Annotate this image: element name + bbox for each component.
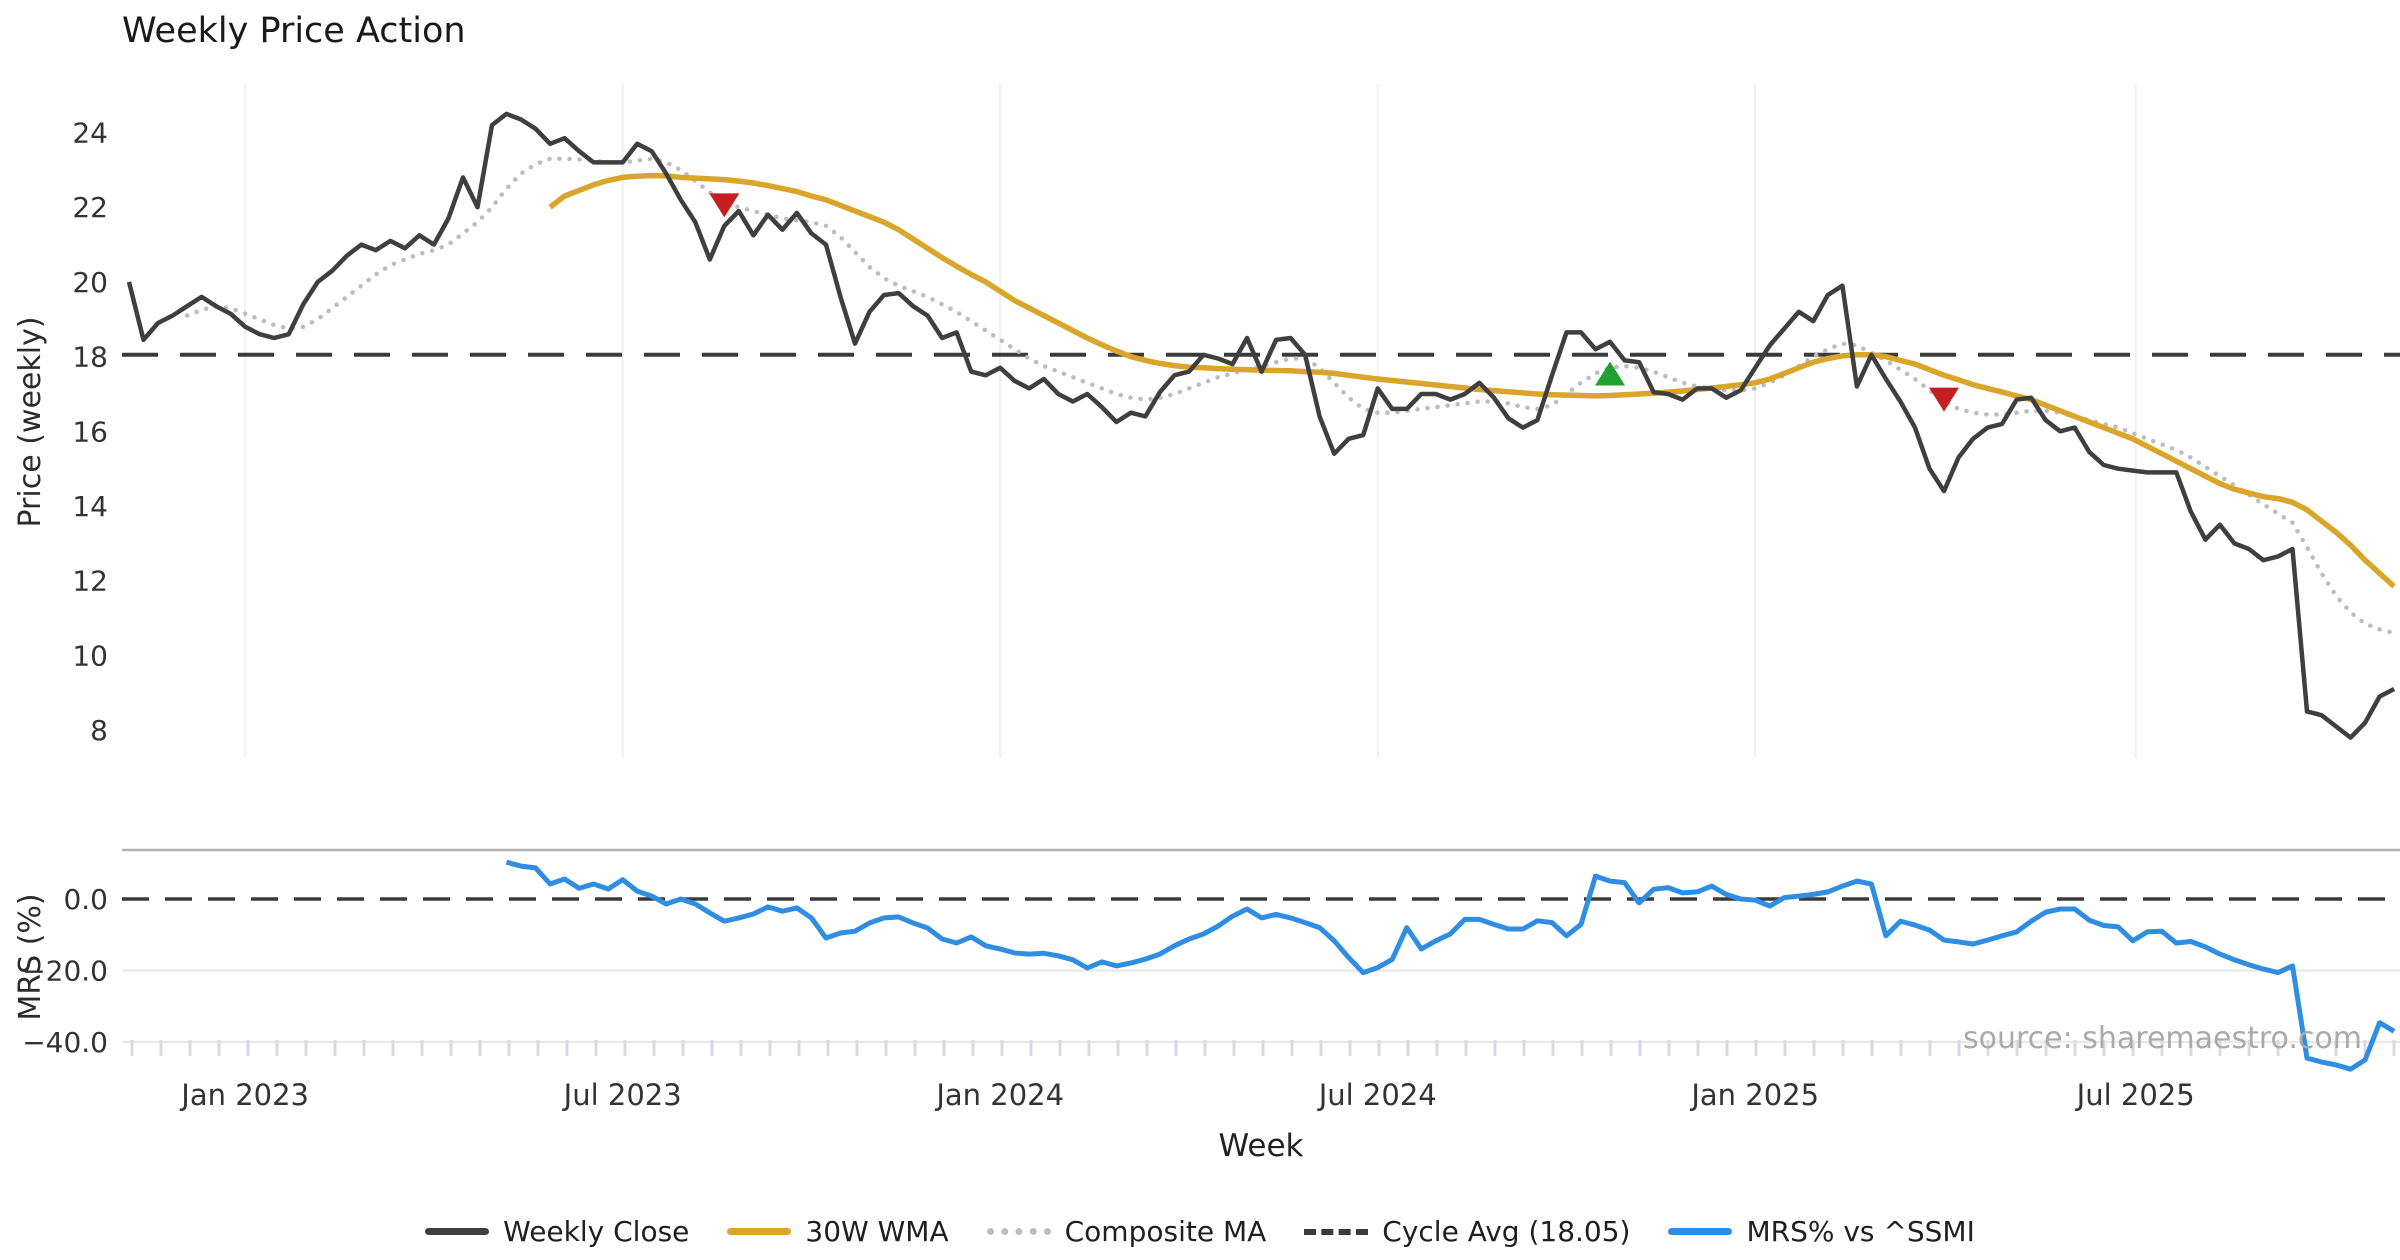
legend-label: Cycle Avg (18.05) — [1382, 1215, 1631, 1248]
x-tick-label: Jul 2023 — [562, 1078, 682, 1112]
price-panel-gridlines — [244, 84, 2137, 758]
series-composite-ma — [184, 156, 2397, 636]
x-tick-label: Jan 2024 — [934, 1078, 1064, 1112]
legend-label: Composite MA — [1064, 1215, 1267, 1248]
mrs-ytick-label: −20.0 — [22, 955, 108, 988]
legend-swatch-solid — [727, 1228, 792, 1235]
legend-label: MRS% vs ^SSMI — [1746, 1215, 1975, 1248]
signal-markers — [709, 193, 1959, 412]
mrs-ytick-label: 0.0 — [63, 883, 108, 916]
series-weekly-close — [126, 111, 2396, 740]
x-tick-label: Jul 2025 — [2075, 1078, 2195, 1112]
price-series-lines — [126, 111, 2397, 740]
mrs-axis-label: MRS (%) — [13, 893, 48, 1020]
legend-label: 30W WMA — [805, 1215, 949, 1248]
price-ytick-label: 20 — [72, 266, 108, 299]
legend-item: Weekly Close — [425, 1215, 689, 1248]
x-axis-tick-labels: Jan 2023 Jul 2023 Jan 2024 Jul 2024 Jan 2025… — [179, 1078, 2194, 1112]
x-tick-label: Jan 2025 — [1689, 1078, 1819, 1112]
price-ytick-label: 16 — [72, 415, 108, 448]
x-tick-label: Jan 2023 — [179, 1078, 309, 1112]
legend-label: Weekly Close — [503, 1215, 690, 1248]
series-30w-wma — [548, 172, 2396, 589]
price-ytick-label: 22 — [72, 191, 108, 224]
triangle-down-marker — [1929, 387, 1959, 412]
legend-item: 30W WMA — [727, 1215, 949, 1248]
price-ytick-label: 14 — [72, 490, 108, 523]
legend-swatch-dotted — [986, 1228, 1051, 1235]
price-ytick-label: 24 — [72, 117, 108, 150]
price-ytick-label: 8 — [90, 714, 108, 747]
triangle-up-marker — [1595, 361, 1626, 386]
mrs-axis-tick-labels: 0.0 −20.0 −40.0 — [22, 883, 108, 1059]
series-mrs-vs-ssmi — [505, 859, 2396, 1072]
chart-legend: Weekly Close 30W WMA Composite MA Cycle Avg… — [0, 1215, 2400, 1248]
mrs-ytick-label: −40.0 — [22, 1026, 108, 1059]
legend-item: Cycle Avg (18.05) — [1304, 1215, 1630, 1248]
mrs-panel-frame — [122, 848, 2400, 1056]
price-ytick-label: 18 — [72, 341, 108, 374]
legend-item: MRS% vs ^SSMI — [1668, 1215, 1975, 1248]
legend-item: Composite MA — [986, 1215, 1267, 1248]
chart-title: Weekly Price Action — [122, 11, 466, 51]
mrs-series-line — [505, 859, 2396, 1072]
x-axis-label: Week — [1219, 1128, 1304, 1164]
price-ytick-label: 10 — [72, 639, 108, 672]
legend-swatch-solid — [425, 1228, 490, 1235]
legend-swatch-dashed — [1304, 1228, 1369, 1235]
triangle-down-marker — [709, 193, 740, 218]
source-watermark: source: sharemaestro.com — [1963, 1021, 2362, 1056]
price-axis-tick-labels: 8 10 12 14 16 18 20 22 24 — [72, 117, 108, 748]
x-tick-label: Jul 2024 — [1317, 1078, 1437, 1112]
price-axis-label: Price (weekly) — [13, 316, 48, 527]
price-ytick-label: 12 — [72, 565, 108, 598]
legend-swatch-solid — [1668, 1228, 1733, 1235]
